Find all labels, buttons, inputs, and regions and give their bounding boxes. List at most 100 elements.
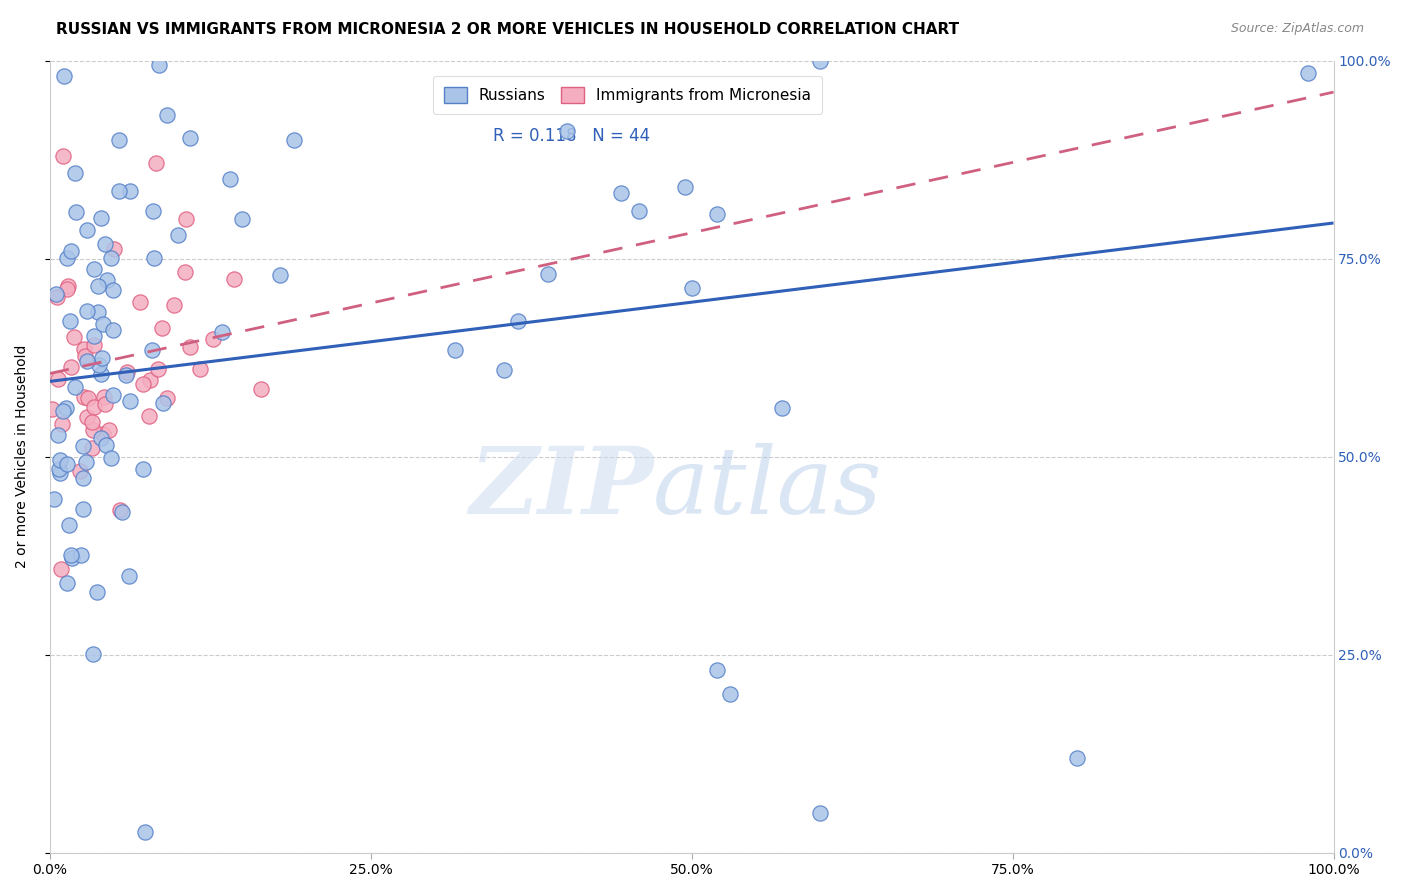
Point (141, 204, 163, 219)
Point (145, 155, 167, 169)
Point (1296, 65, 1319, 79)
Point (141, 343, 163, 358)
Point (152, 396, 174, 410)
Point (211, 325, 233, 339)
Point (628, 204, 651, 219)
Point (610, 186, 633, 201)
Point (174, 211, 197, 226)
Point (48, 462, 70, 476)
Point (179, 131, 201, 145)
Point (69, 549, 91, 563)
Point (76, 304, 98, 318)
Point (56, 457, 79, 471)
Point (49, 562, 72, 576)
Point (83, 329, 105, 343)
Point (52, 149, 75, 163)
Point (42, 492, 65, 507)
Point (51, 417, 73, 431)
Point (148, 58, 170, 72)
Point (103, 283, 125, 297)
Point (250, 382, 273, 396)
Point (118, 394, 141, 409)
Point (58, 278, 80, 293)
Point (103, 388, 125, 402)
Point (506, 313, 529, 327)
Point (150, 320, 173, 334)
Point (56, 282, 79, 296)
Point (444, 343, 467, 357)
Point (82, 648, 104, 662)
Point (48, 467, 70, 481)
Point (49, 453, 72, 467)
Point (90, 211, 112, 226)
Point (148, 362, 170, 376)
Text: RUSSIAN VS IMMIGRANTS FROM MICRONESIA 2 OR MORE VEHICLES IN HOUSEHOLD CORRELATIO: RUSSIAN VS IMMIGRANTS FROM MICRONESIA 2 … (56, 22, 959, 37)
Point (73, 390, 96, 404)
Point (59, 314, 82, 328)
Point (111, 505, 134, 519)
Point (167, 227, 190, 242)
Point (94, 236, 117, 251)
Point (156, 108, 179, 122)
Point (283, 133, 305, 147)
Text: R = 0.195   N = 89: R = 0.195 N = 89 (492, 97, 650, 116)
Point (87, 278, 110, 293)
Point (96, 438, 118, 452)
Point (120, 184, 142, 198)
Point (103, 242, 125, 256)
Point (808, 54, 831, 68)
Y-axis label: 2 or more Vehicles in Household: 2 or more Vehicles in Household (15, 345, 30, 568)
Point (218, 172, 240, 186)
Point (557, 124, 579, 138)
Point (706, 664, 728, 678)
Point (115, 368, 138, 382)
Point (60, 359, 83, 374)
Point (100, 450, 122, 465)
Point (494, 362, 516, 376)
Point (163, 298, 186, 312)
Point (108, 133, 131, 147)
Point (90, 367, 112, 381)
Point (156, 391, 179, 405)
Point (65, 205, 87, 219)
Point (706, 207, 728, 221)
Point (93, 390, 115, 404)
Point (808, 805, 831, 820)
Point (90, 431, 112, 445)
Point (269, 268, 291, 282)
Point (179, 340, 201, 354)
Point (60, 548, 83, 562)
Point (188, 361, 211, 376)
Point (97, 423, 120, 437)
Point (87, 359, 110, 373)
Point (55, 401, 77, 416)
Point (770, 401, 793, 415)
Point (91, 351, 114, 366)
Point (72, 471, 94, 485)
Point (55, 576, 77, 591)
Point (62, 330, 84, 344)
Point (139, 374, 162, 388)
Point (58, 518, 80, 533)
Point (45, 290, 67, 304)
Point (72, 342, 94, 356)
Point (52, 403, 75, 417)
Point (80, 415, 103, 429)
Point (138, 409, 160, 424)
Point (94, 397, 117, 411)
Text: R = 0.118   N = 44: R = 0.118 N = 44 (492, 127, 650, 145)
Text: ZIP: ZIP (470, 443, 654, 533)
Point (96, 273, 118, 287)
Point (69, 464, 91, 478)
Text: Source: ZipAtlas.com: Source: ZipAtlas.com (1230, 22, 1364, 36)
Point (72, 439, 94, 453)
Point (80, 442, 103, 456)
Point (201, 331, 224, 345)
Point (91, 426, 114, 441)
Point (103, 323, 125, 337)
Point (87, 305, 110, 319)
Point (83, 262, 105, 277)
Point (41, 402, 63, 417)
Point (142, 251, 165, 265)
Point (231, 212, 253, 227)
